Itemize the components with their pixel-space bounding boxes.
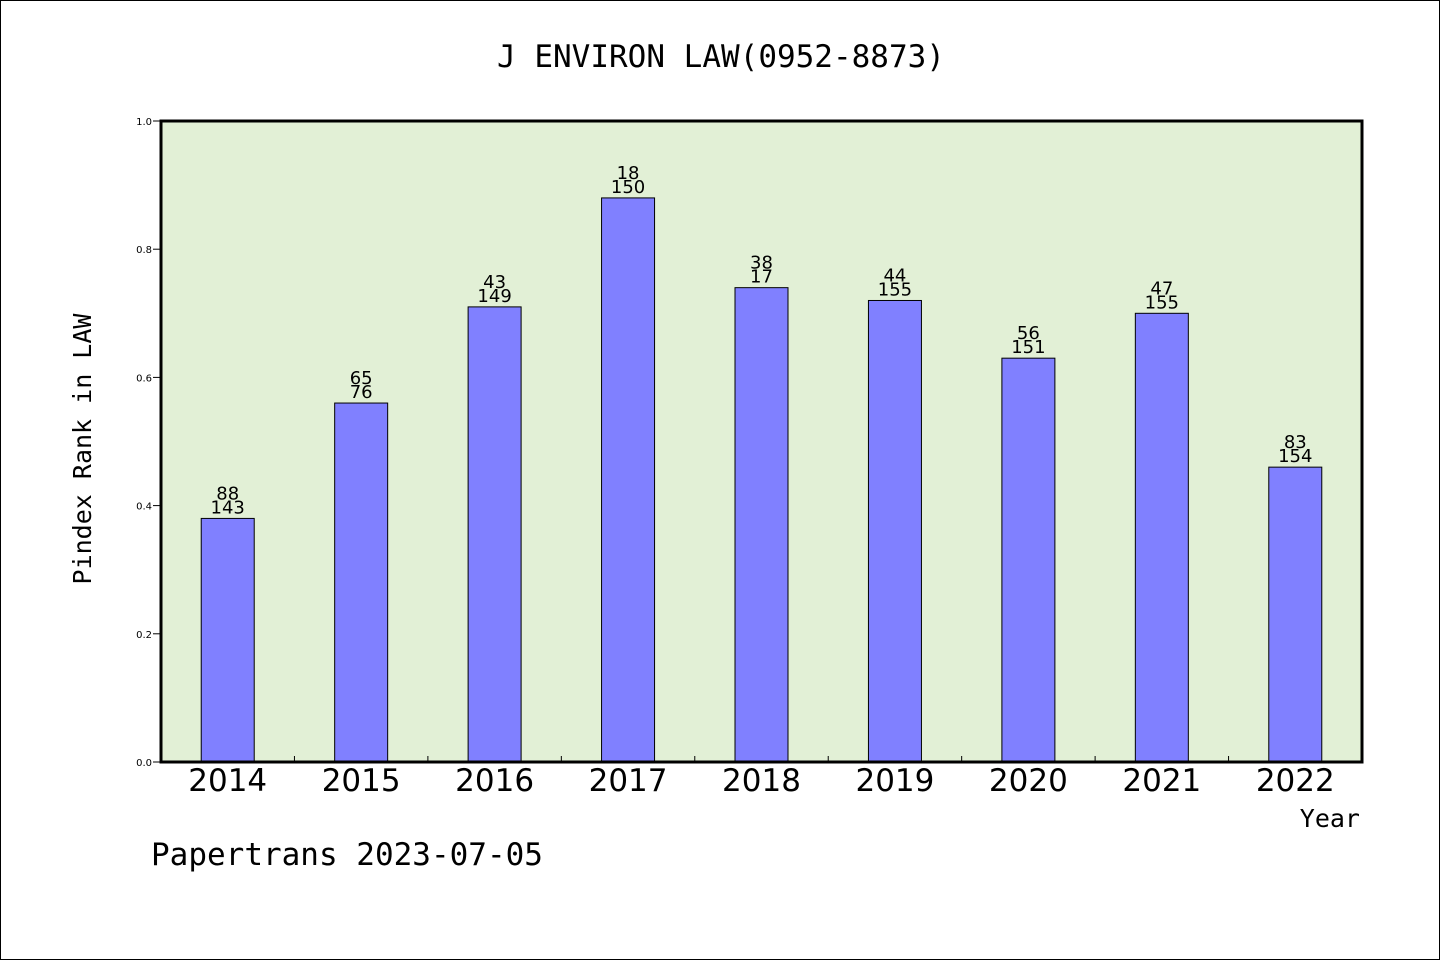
y-tick-label: 0.0 [136,758,152,769]
x-tick-label: 2020 [989,763,1068,799]
bar-rank-label: 65 [350,368,373,389]
bar-total-label: 151 [1011,337,1045,358]
bar-2019 [867,299,922,763]
x-tick-label: 2016 [455,763,534,799]
bar-total-label: 149 [477,286,511,307]
chart-title: J ENVIRON LAW(0952-8873) [497,39,945,75]
bar-rank-label: 56 [1017,323,1040,344]
plot-border [159,119,1364,764]
bar-rank-label: 43 [483,272,506,293]
bar-rank-label: 47 [1150,278,1173,299]
x-axis-label: Year [1300,804,1360,833]
x-tick-label: 2019 [855,763,934,799]
bar-total-label: 155 [1145,292,1179,313]
bar-rank-label: 38 [750,253,773,274]
x-axis: 2014 2015 2016 2017 2018 2019 2020 2021 2022 [188,756,1335,799]
y-tick-label: 0.2 [136,630,152,641]
x-tick-label: 2017 [589,763,668,799]
bar-rank-label: 44 [883,265,906,286]
bar-total-label: 150 [611,177,645,198]
x-tick-label: 2018 [722,763,801,799]
bar-2020 [1001,357,1056,763]
y-tick-label: 1.0 [136,117,152,128]
y-axis-label: Pindex Rank in LAW [68,313,97,585]
bar-rank-label: 18 [617,163,640,184]
y-tick-label: 0.6 [136,373,152,384]
y-axis: 0.0 0.2 0.4 0.6 0.8 1.0 [136,117,161,769]
bar-2018 [734,287,789,763]
bar-total-label: 155 [878,279,912,300]
y-tick-label: 0.8 [136,245,152,256]
bar-total-label: 76 [350,382,373,403]
bar-2021 [1134,312,1189,763]
x-tick-label: 2014 [188,763,267,799]
bar-total-label: 154 [1278,446,1312,467]
x-tick-label: 2022 [1256,763,1335,799]
bar-2014 [200,517,255,763]
x-tick-label: 2021 [1122,763,1201,799]
bar-2017 [601,197,656,763]
y-tick-label: 0.4 [136,502,152,513]
bar-rank-label: 83 [1284,432,1307,453]
bar-2015 [334,402,389,763]
bar-rank-label: 88 [216,483,239,504]
footer-stamp: Papertrans 2023-07-05 [151,837,543,873]
bar-2016 [467,306,522,763]
bar-2022 [1268,466,1323,763]
bar-total-label: 17 [750,267,773,288]
x-tick-label: 2015 [322,763,401,799]
bar-total-label: 143 [211,497,245,518]
